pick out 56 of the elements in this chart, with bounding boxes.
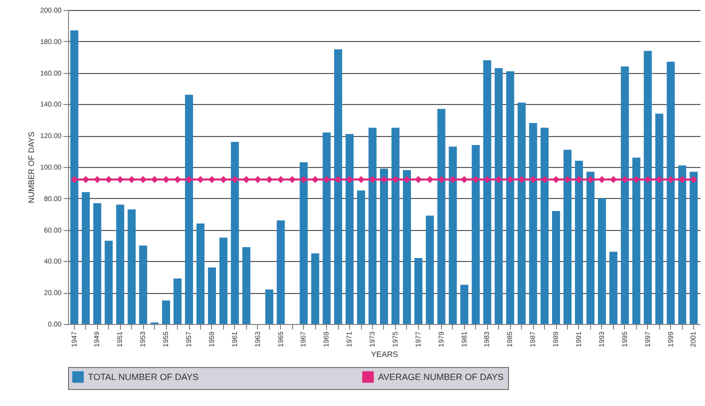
bar [586,172,594,324]
bar [678,165,686,324]
bar [437,108,446,324]
bar [483,60,492,324]
bar [632,158,640,324]
bar [116,204,124,324]
bar [242,247,250,324]
bar [357,190,366,324]
bar [104,240,113,324]
bar [368,128,377,324]
bar [402,170,411,324]
bar [448,146,457,324]
bar [644,50,652,324]
bar [346,134,354,324]
bar [230,142,239,324]
bar [139,246,148,324]
bar [494,68,503,324]
bar [322,132,331,324]
bar [93,203,102,324]
legend-label: AVERAGE NUMBER OF DAYS [378,372,504,382]
legend-label: TOTAL NUMBER OF DAYS [88,372,199,382]
x-axis-title: YEARS [370,350,398,360]
bar [128,209,136,324]
bar [426,216,434,324]
bar [598,198,606,324]
bar [380,168,388,324]
bar [276,220,285,324]
bar [184,94,194,324]
bar [334,49,342,324]
bar [472,145,480,324]
bar [690,172,698,324]
bar [196,224,204,324]
bar [574,160,584,324]
bar [506,71,514,324]
bar [609,252,618,324]
bar [655,114,664,324]
bar [265,289,274,324]
bar [311,253,320,324]
bar [70,30,78,324]
bar [529,123,538,324]
bar [391,128,400,324]
bar [564,150,572,324]
bar [82,192,90,324]
bar [208,267,216,324]
bar [666,62,675,324]
bar [460,284,468,324]
bar [540,128,549,324]
y-axis-title: NUMBER OF DAYS [27,132,36,204]
bar [518,102,526,324]
bar [300,162,308,324]
bar [620,66,629,324]
bar [414,258,422,324]
bar [219,238,228,324]
bar [552,210,560,324]
bar [174,278,182,324]
bar [162,300,170,324]
